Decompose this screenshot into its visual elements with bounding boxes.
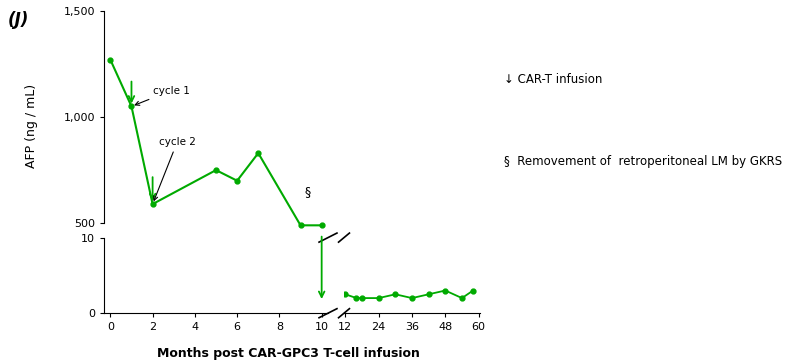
Text: §: § (305, 185, 311, 198)
Text: ↓ CAR-T infusion: ↓ CAR-T infusion (504, 73, 602, 86)
Text: Months post CAR-GPC3 T-cell infusion: Months post CAR-GPC3 T-cell infusion (157, 347, 419, 360)
Text: AFP (ng / mL): AFP (ng / mL) (26, 84, 38, 168)
Text: cycle 1: cycle 1 (135, 86, 190, 105)
Text: cycle 2: cycle 2 (154, 136, 196, 201)
Text: §  Removement of  retroperitoneal LM by GKRS: § Removement of retroperitoneal LM by GK… (504, 156, 782, 168)
Text: (J): (J) (8, 11, 30, 29)
